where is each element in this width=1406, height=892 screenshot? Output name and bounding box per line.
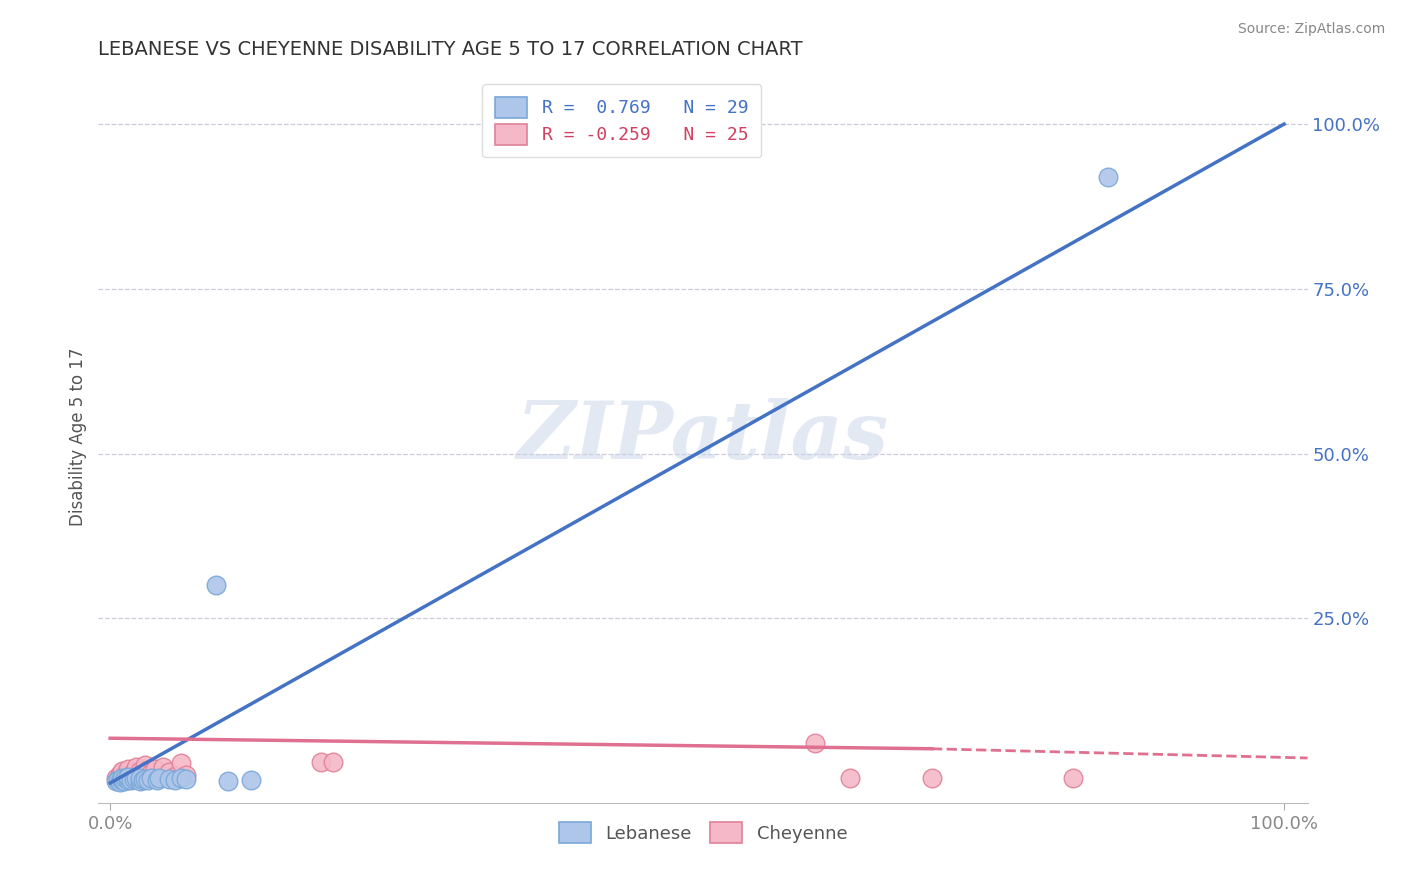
Point xyxy=(122,772,145,786)
Legend: Lebanese, Cheyenne: Lebanese, Cheyenne xyxy=(550,814,856,852)
Point xyxy=(921,771,943,785)
Point xyxy=(157,765,180,780)
Point xyxy=(125,771,148,785)
Point xyxy=(803,737,825,751)
Point xyxy=(176,768,198,782)
Point xyxy=(120,773,142,788)
Point xyxy=(112,774,135,789)
Point xyxy=(110,772,132,786)
Point xyxy=(120,768,142,782)
Point xyxy=(128,772,150,786)
Point xyxy=(117,772,139,787)
Point xyxy=(146,772,169,787)
Point xyxy=(136,763,159,777)
Point xyxy=(163,773,186,788)
Point xyxy=(112,769,135,783)
Point xyxy=(122,765,145,780)
Point xyxy=(1097,169,1119,184)
Text: LEBANESE VS CHEYENNE DISABILITY AGE 5 TO 17 CORRELATION CHART: LEBANESE VS CHEYENNE DISABILITY AGE 5 TO… xyxy=(98,39,803,59)
Point xyxy=(169,756,191,771)
Point xyxy=(152,759,174,773)
Point xyxy=(146,771,169,785)
Point xyxy=(128,774,150,789)
Point xyxy=(105,772,128,786)
Point xyxy=(105,774,128,789)
Point xyxy=(240,772,263,787)
Point xyxy=(134,772,156,786)
Point xyxy=(117,770,139,784)
Point xyxy=(108,774,131,789)
Point xyxy=(111,773,134,788)
Point xyxy=(117,762,139,776)
Point xyxy=(108,766,131,780)
Point xyxy=(128,764,150,779)
Point xyxy=(141,772,163,786)
Text: ZIPatlas: ZIPatlas xyxy=(517,399,889,475)
Point xyxy=(125,760,148,774)
Point xyxy=(163,769,186,783)
Point xyxy=(1062,771,1084,785)
Point xyxy=(143,762,166,776)
Point xyxy=(132,772,155,787)
Point xyxy=(111,764,134,779)
Text: Source: ZipAtlas.com: Source: ZipAtlas.com xyxy=(1237,22,1385,37)
Point xyxy=(169,772,191,786)
Point xyxy=(134,757,156,772)
Point xyxy=(322,755,344,769)
Point xyxy=(141,766,163,780)
Point xyxy=(217,774,239,789)
Y-axis label: Disability Age 5 to 17: Disability Age 5 to 17 xyxy=(69,348,87,526)
Point xyxy=(107,772,129,787)
Point xyxy=(111,771,134,785)
Point xyxy=(148,771,170,785)
Point xyxy=(311,755,333,769)
Point xyxy=(204,578,226,592)
Point xyxy=(136,773,159,788)
Point xyxy=(157,772,180,786)
Point xyxy=(176,772,198,786)
Point xyxy=(114,772,136,786)
Point xyxy=(838,771,860,785)
